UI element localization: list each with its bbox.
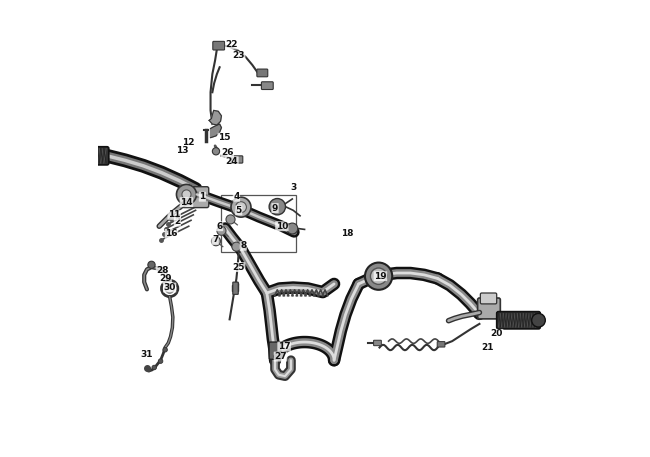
Text: 19: 19	[374, 272, 387, 281]
Text: 31: 31	[140, 350, 153, 359]
FancyBboxPatch shape	[497, 312, 540, 329]
FancyBboxPatch shape	[261, 82, 273, 90]
Circle shape	[269, 198, 285, 215]
Circle shape	[532, 314, 545, 327]
Text: 1: 1	[200, 192, 205, 201]
Text: 20: 20	[491, 329, 503, 338]
Circle shape	[152, 365, 157, 370]
Circle shape	[213, 148, 220, 155]
Circle shape	[235, 202, 246, 213]
Circle shape	[231, 197, 251, 217]
FancyBboxPatch shape	[233, 282, 239, 294]
Text: 11: 11	[168, 210, 181, 219]
Text: 10: 10	[276, 222, 288, 231]
FancyBboxPatch shape	[269, 342, 281, 359]
Text: 2: 2	[174, 217, 181, 226]
Text: 9: 9	[272, 203, 278, 213]
FancyBboxPatch shape	[257, 69, 268, 77]
Text: 25: 25	[233, 263, 245, 271]
Text: 12: 12	[183, 138, 195, 147]
Text: 26: 26	[221, 148, 233, 157]
Text: 24: 24	[226, 157, 238, 166]
Circle shape	[148, 261, 155, 268]
Text: 18: 18	[341, 228, 353, 238]
Circle shape	[163, 347, 168, 352]
Text: 17: 17	[278, 342, 291, 351]
FancyBboxPatch shape	[480, 293, 497, 304]
FancyBboxPatch shape	[374, 340, 382, 345]
FancyBboxPatch shape	[231, 156, 243, 163]
Circle shape	[182, 190, 191, 199]
Text: 21: 21	[482, 343, 494, 352]
Circle shape	[61, 149, 75, 163]
Text: 23: 23	[233, 51, 245, 60]
Text: 13: 13	[176, 146, 188, 155]
Circle shape	[211, 237, 220, 246]
Text: 3: 3	[290, 183, 296, 192]
FancyBboxPatch shape	[478, 298, 500, 319]
Polygon shape	[211, 124, 222, 138]
Text: 5: 5	[235, 206, 242, 215]
Circle shape	[159, 359, 163, 363]
Circle shape	[176, 185, 196, 204]
Text: 29: 29	[159, 274, 172, 283]
FancyBboxPatch shape	[183, 187, 209, 207]
Text: 28: 28	[156, 266, 168, 275]
FancyBboxPatch shape	[437, 341, 445, 347]
Circle shape	[232, 242, 241, 251]
Circle shape	[146, 367, 151, 372]
FancyBboxPatch shape	[66, 147, 109, 165]
Polygon shape	[209, 111, 222, 125]
Text: 27: 27	[274, 352, 287, 361]
Circle shape	[165, 284, 174, 293]
Text: 8: 8	[240, 241, 246, 250]
Bar	[222, 195, 296, 252]
Text: 4: 4	[233, 192, 240, 201]
Circle shape	[370, 268, 387, 284]
Circle shape	[365, 263, 392, 290]
Text: 6: 6	[216, 222, 223, 231]
Text: 16: 16	[165, 229, 177, 239]
Circle shape	[226, 215, 235, 224]
Circle shape	[217, 226, 226, 235]
Text: 15: 15	[218, 133, 230, 142]
FancyBboxPatch shape	[213, 42, 225, 50]
Circle shape	[287, 223, 298, 234]
Text: 22: 22	[226, 40, 238, 49]
Text: 30: 30	[163, 283, 176, 292]
Text: 14: 14	[180, 198, 193, 207]
Text: 7: 7	[212, 235, 218, 244]
